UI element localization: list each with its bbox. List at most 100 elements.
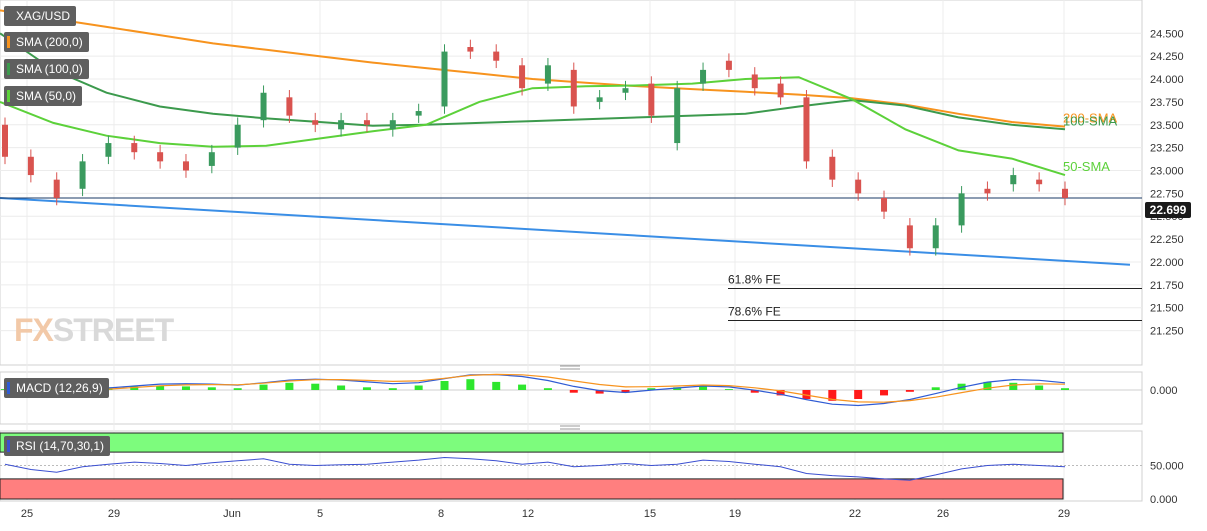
rsi-tick-label: 0.000 xyxy=(1150,494,1178,506)
current-price-tag: 22.699 xyxy=(1145,202,1191,218)
legend-sma50[interactable]: SMA (50,0) xyxy=(4,86,83,106)
x-tick-label: 8 xyxy=(438,508,444,520)
candle-body xyxy=(648,83,655,116)
gridlines xyxy=(0,0,1142,501)
macd-line xyxy=(4,373,1066,407)
x-tick-label: 29 xyxy=(108,508,120,520)
legend-sma200[interactable]: SMA (200,0) xyxy=(4,32,89,52)
x-tick-label: 19 xyxy=(729,508,741,520)
y-tick-label: 24.000 xyxy=(1150,74,1184,86)
candle-body xyxy=(441,51,448,107)
y-tick-label: 23.250 xyxy=(1150,143,1184,155)
macd-bar xyxy=(1035,385,1044,390)
macd-bar xyxy=(414,385,423,390)
candle-body xyxy=(286,97,293,116)
candle-body xyxy=(27,156,34,176)
candle-body xyxy=(131,143,138,153)
symbol-label[interactable]: XAG/USD xyxy=(4,6,77,26)
y-tick-label: 24.250 xyxy=(1150,51,1184,63)
macd-bar xyxy=(337,385,346,390)
candle-body xyxy=(363,120,370,125)
x-tick-label: 5 xyxy=(317,508,323,520)
macd-bar xyxy=(440,381,449,390)
macd-bar xyxy=(130,386,139,390)
y-tick-label: 23.000 xyxy=(1150,165,1184,177)
candle-body xyxy=(803,97,810,162)
candle-body xyxy=(389,120,396,130)
macd-bar xyxy=(750,390,759,393)
macd-bar xyxy=(724,389,733,390)
macd-bar xyxy=(569,390,578,393)
rsi-line xyxy=(4,456,1066,481)
fxstreet-logo: FXSTREET xyxy=(14,312,174,348)
sma100-line xyxy=(0,32,1066,131)
macd-bar xyxy=(595,390,604,394)
macd-bar xyxy=(854,390,863,399)
candle-body xyxy=(2,124,8,157)
fib-label-fe618: 61.8% FE xyxy=(728,272,781,286)
candle-body xyxy=(544,65,551,84)
macd-bar xyxy=(905,390,914,392)
macd-bar xyxy=(543,388,552,390)
fib-levels: 61.8% FE 78.6% FE xyxy=(728,272,1142,322)
sma50-line xyxy=(0,76,1066,177)
candle-body xyxy=(700,69,707,84)
macd-bar xyxy=(311,383,320,390)
y-tick-label: 22.000 xyxy=(1150,257,1184,269)
candle-body xyxy=(415,111,422,116)
x-tick-label: 12 xyxy=(522,508,534,520)
macd-bar xyxy=(699,386,708,390)
candle-body xyxy=(79,161,86,189)
y-tick-label: 21.500 xyxy=(1150,303,1184,315)
candle-body xyxy=(932,225,939,249)
candle-body xyxy=(1036,179,1043,185)
indicator-lines xyxy=(0,9,1142,266)
candle-body xyxy=(260,92,267,121)
candle-body xyxy=(984,188,991,194)
macd-bar xyxy=(518,384,527,390)
annotation-sma50_label: 50-SMA xyxy=(1063,159,1110,174)
macd-bar xyxy=(983,381,992,390)
y-tick-label: 22.750 xyxy=(1150,188,1184,200)
legend-sma100[interactable]: SMA (100,0) xyxy=(4,59,89,79)
rsi-tick-label: 50.000 xyxy=(1150,461,1184,473)
candle-body xyxy=(881,197,888,212)
x-tick-label: 26 xyxy=(937,508,949,520)
macd-bar xyxy=(466,379,475,390)
macd-bar xyxy=(880,390,889,396)
legend-macd[interactable]: MACD (12,26,9) xyxy=(4,378,109,398)
y-tick-label: 22.250 xyxy=(1150,234,1184,246)
candle-body xyxy=(829,156,836,180)
candle-body xyxy=(234,124,241,148)
macd-bar xyxy=(492,381,501,390)
candle-body xyxy=(622,88,629,93)
x-tick-label: Jun xyxy=(223,508,241,520)
rsi-zones xyxy=(0,432,1142,500)
macd-bar xyxy=(156,385,165,390)
candle-body xyxy=(674,88,681,144)
annotation-sma200_label: 200-SMA xyxy=(1063,111,1118,126)
candle-body xyxy=(157,152,164,162)
x-tick-label: 25 xyxy=(21,508,33,520)
macd-bar xyxy=(362,387,371,390)
x-tick-label: 29 xyxy=(1058,508,1070,520)
macd-bar xyxy=(259,384,268,390)
candle-body xyxy=(855,179,862,194)
macd-bar xyxy=(233,388,242,390)
candle-body xyxy=(208,152,215,166)
main-panel xyxy=(0,0,1143,366)
macd-bar xyxy=(621,390,630,393)
candle-body xyxy=(105,143,112,157)
macd-bar xyxy=(828,390,837,401)
x-tick-label: 22 xyxy=(849,508,861,520)
candle-body xyxy=(958,193,965,226)
y-tick-label: 24.500 xyxy=(1150,28,1184,40)
annotation-sma100_label: 100-SMA xyxy=(1063,113,1118,128)
macd-bar xyxy=(647,388,656,390)
legend-rsi[interactable]: RSI (14,70,30,1) xyxy=(4,436,111,456)
candle-body xyxy=(312,120,319,125)
macd-bar xyxy=(931,387,940,390)
macd-bar xyxy=(388,388,397,390)
candle-body xyxy=(906,225,913,249)
x-tick-label: 15 xyxy=(644,508,656,520)
